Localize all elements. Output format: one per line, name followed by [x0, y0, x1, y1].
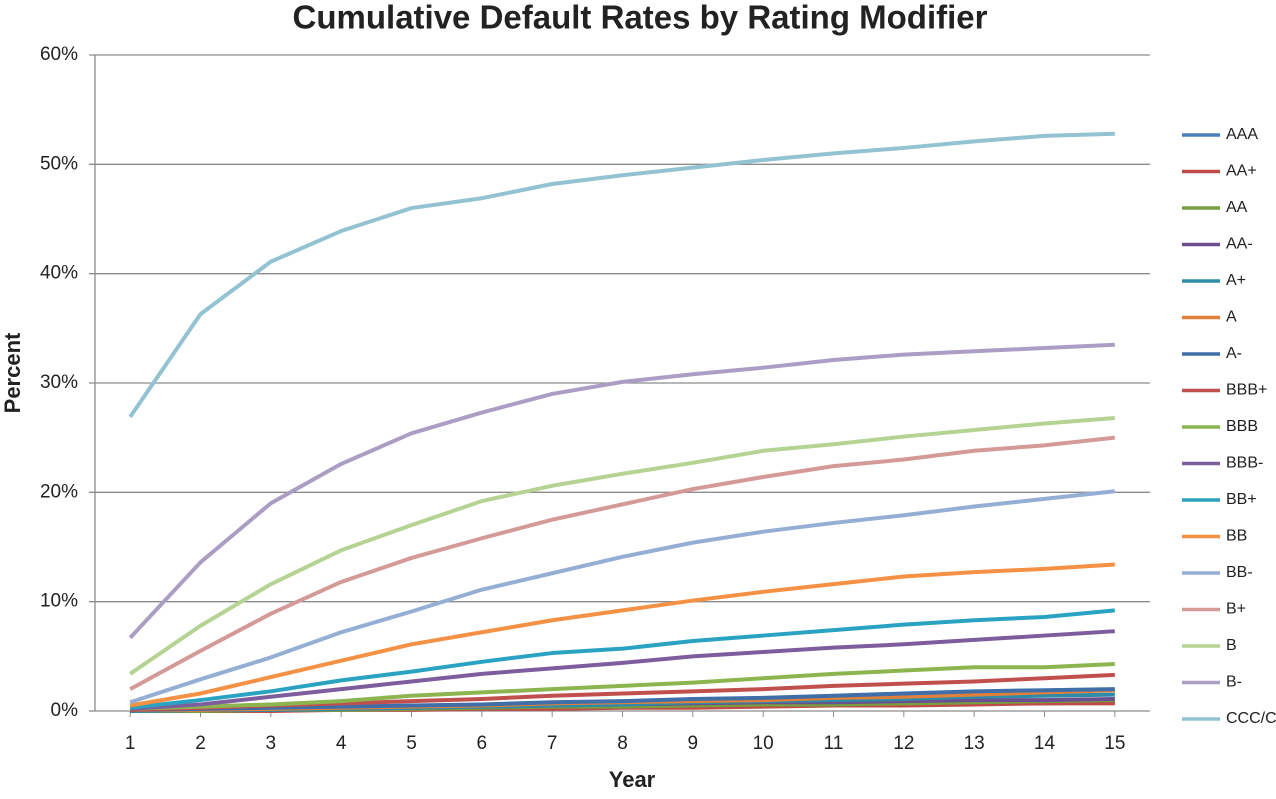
series-line [129, 562, 1115, 708]
legend-label: B- [1226, 674, 1242, 691]
legend-label: BB- [1226, 564, 1253, 581]
chart-title: Cumulative Default Rates by Rating Modif… [293, 0, 988, 36]
legend-label: AA+ [1226, 163, 1257, 180]
x-tick-label: 2 [195, 733, 206, 754]
x-tick-label: 6 [477, 733, 488, 754]
legend-label: AA [1226, 199, 1248, 216]
legend-label: A [1226, 309, 1237, 326]
y-tick-label: 20% [40, 481, 78, 502]
legend-label: CCC/C [1226, 710, 1276, 727]
legend-label: AA- [1226, 236, 1253, 253]
series-line [129, 489, 1116, 705]
x-axis-title: Year [609, 767, 656, 792]
x-tick-label: 15 [1104, 733, 1125, 754]
y-axis-title: Percent [0, 332, 25, 413]
series-line [130, 629, 1115, 711]
series-line [128, 342, 1115, 640]
legend-label: AAA [1226, 126, 1258, 143]
x-tick-label: 1 [125, 733, 136, 754]
x-tick-label: 3 [266, 733, 277, 754]
x-tick-label: 14 [1034, 733, 1056, 754]
series-line [130, 687, 1115, 712]
legend-label: BBB [1226, 418, 1258, 435]
x-tick-label: 4 [336, 733, 347, 754]
x-tick-label: 9 [688, 733, 699, 754]
legend-label: BBB- [1226, 455, 1263, 472]
y-tick-label: 40% [40, 263, 78, 284]
y-tick-label: 10% [40, 591, 78, 612]
series-line [129, 415, 1115, 676]
y-tick-label: 30% [40, 372, 78, 393]
x-tick-label: 5 [406, 733, 417, 754]
legend-label: B+ [1226, 601, 1246, 618]
series-line [129, 435, 1116, 691]
legend-label: B [1226, 637, 1237, 654]
y-tick-label: 0% [51, 700, 79, 721]
x-tick-label: 7 [547, 733, 558, 754]
x-tick-label: 13 [964, 733, 985, 754]
legend-label: A- [1226, 345, 1242, 362]
series-line [128, 131, 1115, 419]
series-line [129, 608, 1116, 710]
series-line [130, 661, 1115, 711]
legend-label: A+ [1226, 272, 1246, 289]
legend-label: BBB+ [1226, 382, 1267, 399]
y-tick-label: 50% [40, 153, 78, 174]
legend-label: BB [1226, 528, 1247, 545]
x-tick-label: 12 [893, 733, 914, 754]
x-tick-label: 11 [824, 733, 844, 754]
y-tick-label: 60% [40, 44, 78, 65]
x-tick-label: 8 [617, 733, 628, 754]
x-tick-label: 10 [753, 733, 774, 754]
legend-label: BB+ [1226, 491, 1257, 508]
